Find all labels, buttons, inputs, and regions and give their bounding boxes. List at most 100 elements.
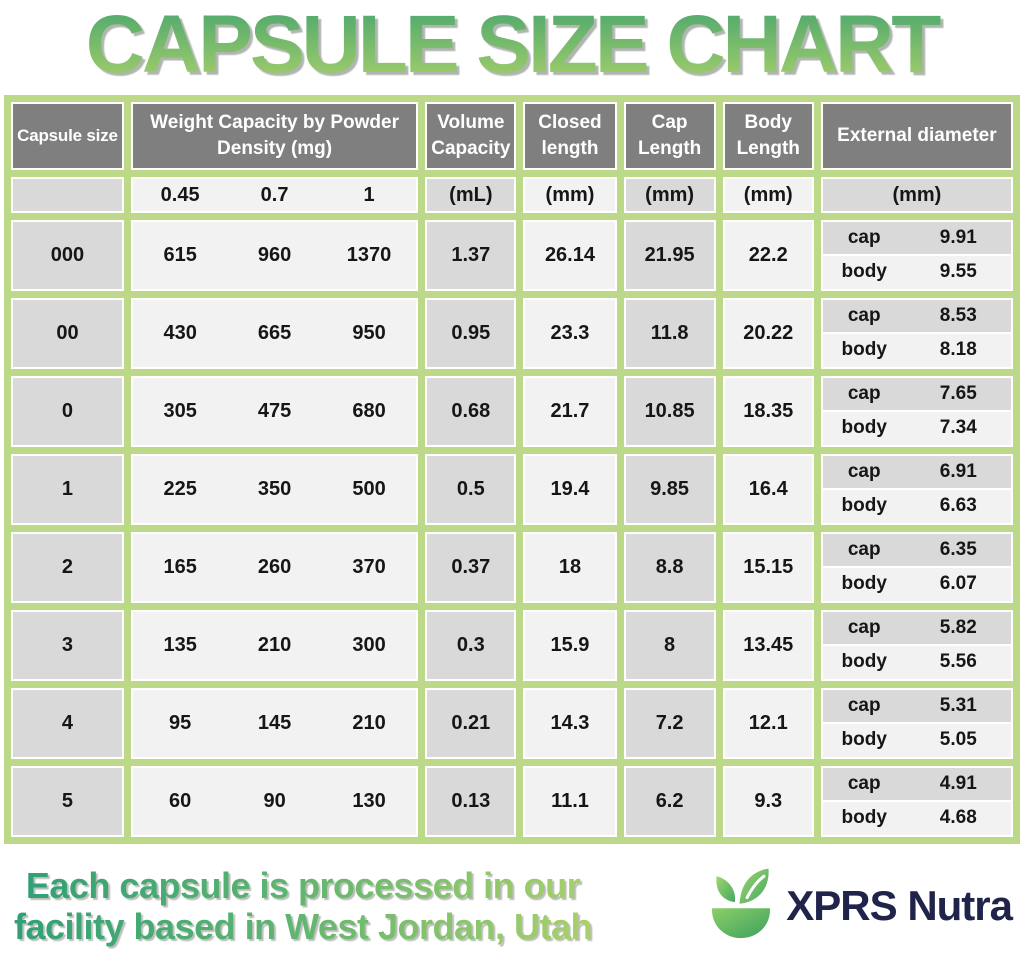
weight-capacity-cell: 60 90 130 [130, 766, 419, 838]
weight-value: 60 [169, 790, 192, 813]
capsule-size-table: Capsule size Weight Capacity by Powder D… [4, 95, 1020, 845]
header-capsule-size: Capsule size [11, 102, 124, 171]
external-diameter-cell: cap 9.91 body 9.55 [820, 220, 1013, 292]
cap-length-cell: 21.95 [623, 220, 716, 292]
subheader-closed-unit: (mm) [523, 177, 617, 214]
volume-capacity-cell: 0.68 [425, 376, 517, 448]
cap-label: cap [847, 616, 881, 638]
weight-value: 90 [263, 790, 286, 813]
cap-length-cell: 6.2 [623, 766, 716, 838]
weight-value: 665 [257, 322, 292, 345]
body-value: 8.18 [939, 339, 977, 361]
external-cap-row: cap 5.31 [822, 690, 1011, 724]
cap-value: 5.82 [939, 616, 977, 638]
tagline-line-2: facility based in West Jordan, Utah [14, 906, 592, 948]
body-value: 4.68 [939, 807, 977, 829]
body-value: 7.34 [939, 417, 977, 439]
brand-name: XPRS Nutra [786, 882, 1013, 930]
cap-value: 6.91 [939, 460, 977, 482]
body-label: body [841, 339, 887, 361]
external-diameter-cell: cap 6.35 body 6.07 [820, 532, 1013, 604]
header-closed-length: Closed length [523, 102, 617, 171]
weight-capacity-cell: 225 350 500 [130, 454, 419, 526]
body-length-cell: 18.35 [722, 376, 814, 448]
external-body-row: body 8.18 [822, 333, 1011, 368]
weight-value: 615 [163, 244, 197, 267]
cap-length-cell: 10.85 [623, 376, 716, 448]
subheader-body-unit: (mm) [722, 177, 814, 214]
cap-label: cap [847, 382, 881, 404]
volume-capacity-cell: 0.5 [425, 454, 517, 526]
weight-value: 1370 [346, 244, 392, 267]
cap-length-cell: 11.8 [623, 298, 716, 370]
weight-value: 210 [257, 634, 292, 657]
weight-value: 350 [257, 478, 292, 501]
volume-capacity-cell: 1.37 [425, 220, 517, 292]
volume-capacity-cell: 0.3 [425, 610, 517, 682]
external-cap-row: cap 5.82 [822, 612, 1011, 646]
closed-length-cell: 26.14 [523, 220, 617, 292]
density-value: 1 [363, 183, 375, 206]
body-label: body [841, 417, 887, 439]
weight-value: 475 [257, 400, 292, 423]
closed-length-cell: 21.7 [523, 376, 617, 448]
tagline-line-1: Each capsule is processed in our [25, 864, 581, 906]
external-cap-row: cap 7.65 [822, 378, 1011, 412]
body-value: 9.55 [939, 261, 977, 283]
body-length-cell: 16.4 [722, 454, 814, 526]
cap-value: 8.53 [939, 304, 977, 326]
subheader-external-unit: (mm) [820, 177, 1013, 214]
external-diameter-cell: cap 5.82 body 5.56 [820, 610, 1013, 682]
body-length-cell: 20.22 [722, 298, 814, 370]
external-cap-row: cap 6.91 [822, 456, 1011, 490]
body-length-cell: 15.15 [722, 532, 814, 604]
weight-value: 300 [352, 634, 386, 657]
closed-length-cell: 18 [523, 532, 617, 604]
weight-value: 210 [352, 712, 386, 735]
external-cap-row: cap 4.91 [822, 768, 1011, 802]
subheader-volume-unit: (mL) [425, 177, 517, 214]
external-diameter-cell: cap 8.53 body 8.18 [820, 298, 1013, 370]
closed-length-cell: 23.3 [523, 298, 617, 370]
external-cap-row: cap 9.91 [822, 222, 1011, 256]
cap-label: cap [847, 460, 881, 482]
weight-value: 680 [352, 400, 386, 423]
closed-length-cell: 19.4 [523, 454, 617, 526]
volume-capacity-cell: 0.95 [425, 298, 517, 370]
capsule-size-cell: 1 [11, 454, 124, 526]
volume-capacity-cell: 0.21 [425, 688, 517, 760]
external-body-row: body 4.68 [822, 801, 1011, 836]
weight-value: 135 [163, 634, 197, 657]
cap-label: cap [847, 694, 881, 716]
header-weight-capacity: Weight Capacity by Powder Density (mg) [130, 102, 419, 171]
external-diameter-cell: cap 7.65 body 7.34 [820, 376, 1013, 448]
cap-length-cell: 9.85 [623, 454, 716, 526]
external-body-row: body 5.05 [822, 723, 1011, 758]
body-label: body [841, 807, 887, 829]
weight-value: 145 [257, 712, 292, 735]
cap-value: 7.65 [939, 382, 977, 404]
weight-value: 960 [257, 244, 292, 267]
closed-length-cell: 15.9 [523, 610, 617, 682]
cap-value: 4.91 [939, 772, 977, 794]
capsule-size-cell: 5 [11, 766, 124, 838]
closed-length-cell: 14.3 [523, 688, 617, 760]
body-label: body [841, 573, 887, 595]
header-cap-length: Cap Length [623, 102, 716, 171]
body-value: 6.63 [939, 495, 977, 517]
body-label: body [841, 651, 887, 673]
weight-value: 305 [163, 400, 197, 423]
cap-value: 9.91 [939, 226, 977, 248]
cap-length-cell: 8 [623, 610, 716, 682]
body-label: body [841, 261, 887, 283]
external-body-row: body 5.56 [822, 645, 1011, 680]
weight-capacity-cell: 95 145 210 [130, 688, 419, 760]
page-title: CAPSULE SIZE CHART [0, 1, 1024, 88]
external-body-row: body 6.63 [822, 489, 1011, 524]
body-label: body [841, 495, 887, 517]
external-diameter-cell: cap 6.91 body 6.63 [820, 454, 1013, 526]
weight-capacity-cell: 615 960 1370 [130, 220, 419, 292]
body-length-cell: 9.3 [722, 766, 814, 838]
closed-length-cell: 11.1 [523, 766, 617, 838]
body-value: 5.05 [939, 729, 977, 751]
